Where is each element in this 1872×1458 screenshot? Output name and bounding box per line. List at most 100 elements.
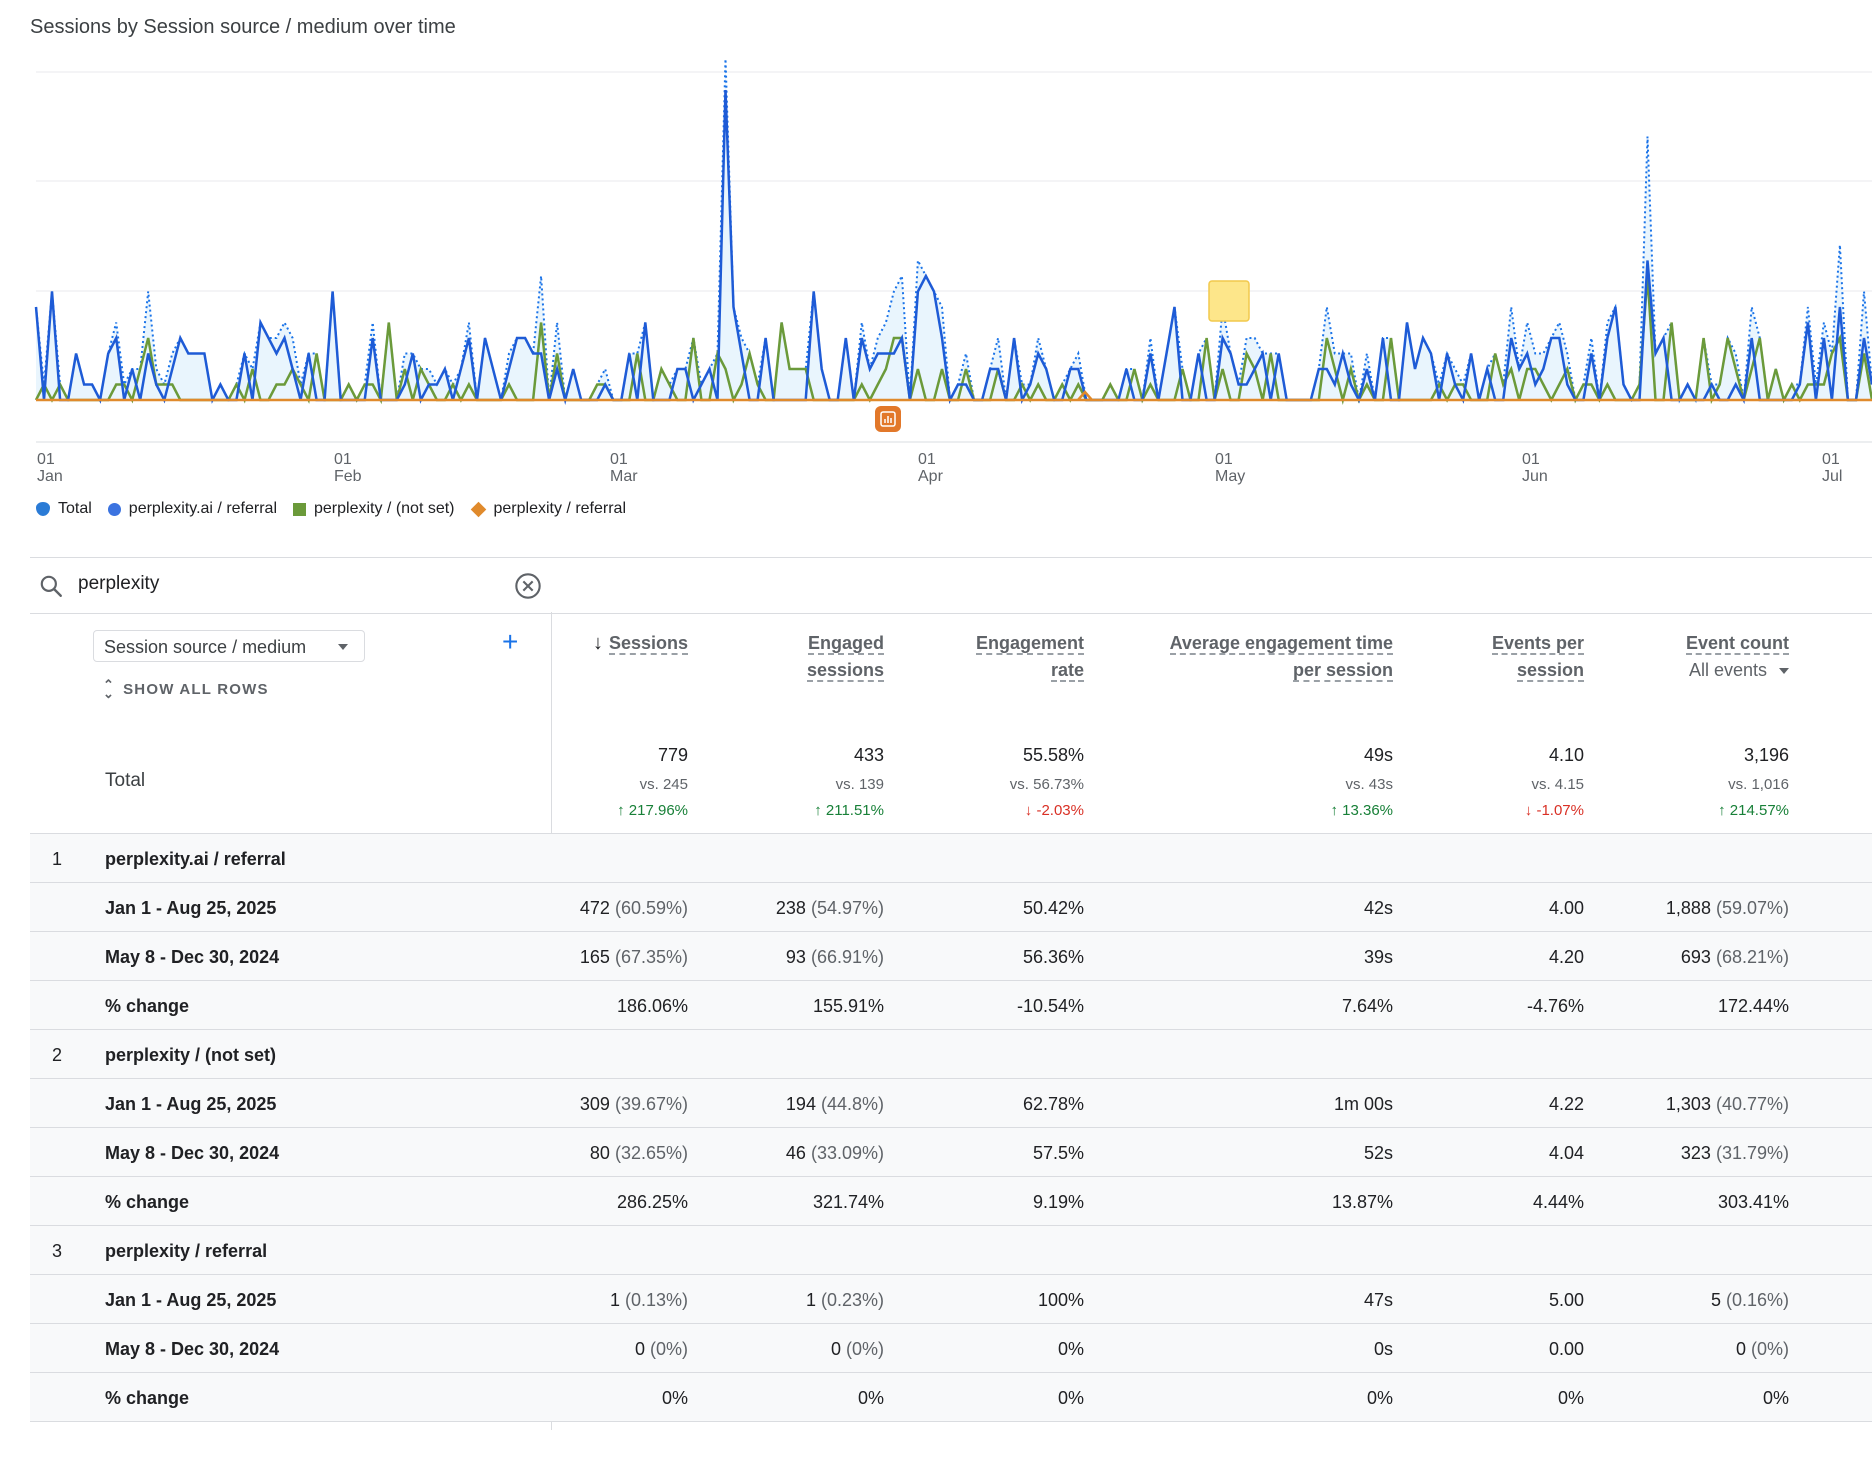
add-dimension-button[interactable]: + — [502, 626, 519, 657]
total-row-label: Total — [105, 770, 146, 791]
table-row: Jan 1 - Aug 25, 2025 1 (0.13%) 1 (0.23%) 10… — [30, 1274, 1872, 1323]
sort-descending-icon: ↓ — [592, 632, 603, 654]
metric-cell: 1 (0.23%) — [805, 1290, 884, 1310]
total-area — [36, 59, 1872, 400]
metric-cell: 62.78% — [1022, 1094, 1084, 1114]
legend-label: perplexity / (not set) — [314, 500, 455, 517]
metric-cell: 286.25% — [616, 1192, 688, 1212]
dimension-select-label: Session source / medium — [104, 637, 307, 657]
table-row: May 8 - Dec 30, 2024 80 (32.65%) 46 (33.09… — [30, 1127, 1872, 1176]
metric-cell: 52s — [1363, 1143, 1393, 1163]
metric-percent: (40.77%) — [1710, 1094, 1789, 1114]
total-value: 4.10 — [1548, 745, 1584, 765]
column-header[interactable]: ↓ Sessions — [593, 630, 688, 657]
column-header[interactable]: Engagement rate — [975, 630, 1084, 684]
table-body: 1 perplexity.ai / referral Jan 1 - Aug 25,… — [30, 833, 1872, 1422]
metric-cell: 0% — [661, 1388, 688, 1408]
table-group-row[interactable]: 1 perplexity.ai / referral — [30, 833, 1872, 882]
metric-cell: 186.06% — [616, 996, 688, 1016]
column-header[interactable]: Events per session — [1491, 630, 1584, 684]
legend-item[interactable]: Total — [36, 500, 92, 518]
total-legend-icon — [36, 502, 50, 516]
x-tick-day: 01 — [1522, 451, 1540, 468]
legend-item[interactable]: perplexity.ai / referral — [107, 500, 277, 518]
metric-cell: 0 (0%) — [830, 1339, 884, 1359]
metric-percent: (54.97%) — [805, 898, 884, 918]
row-period-label: Jan 1 - Aug 25, 2025 — [105, 1094, 277, 1114]
metric-cell: 323 (31.79%) — [1680, 1143, 1789, 1163]
x-tick-month: Jan — [37, 468, 63, 485]
chart-annotation-marker[interactable] — [1208, 280, 1250, 322]
clear-search-icon[interactable] — [514, 572, 542, 600]
table-group-row[interactable]: 2 perplexity / (not set) — [30, 1029, 1872, 1078]
legend-item[interactable]: perplexity / referral — [470, 500, 627, 518]
total-change: ↓ -1.07% — [1524, 802, 1584, 819]
row-index: 3 — [52, 1241, 63, 1261]
legend-label: perplexity / referral — [493, 500, 627, 517]
metric-cell: 42s — [1363, 898, 1393, 918]
metric-percent: (31.79%) — [1710, 1143, 1789, 1163]
column-header[interactable]: Event count All events — [1685, 630, 1789, 684]
column-header-label: Engagement — [975, 633, 1084, 655]
total-comparison: vs. 245 — [639, 776, 688, 793]
metric-percent: (32.65%) — [609, 1143, 688, 1163]
chevron-down-icon — [1779, 668, 1789, 675]
legend-item[interactable]: perplexity / (not set) — [293, 500, 455, 518]
metric-cell: 5 (0.16%) — [1710, 1290, 1789, 1310]
metric-cell: 0% — [1057, 1388, 1084, 1408]
metric-cell: 1,888 (59.07%) — [1665, 898, 1789, 918]
table-group-row[interactable]: 3 perplexity / referral — [30, 1225, 1872, 1274]
x-tick-month: Mar — [610, 468, 638, 485]
metric-cell: 46 (33.09%) — [785, 1143, 884, 1163]
metric-cell: 472 (60.59%) — [579, 898, 688, 918]
x-tick-month: Jul — [1822, 468, 1842, 485]
metric-cell: 321.74% — [812, 1192, 884, 1212]
row-period-label: % change — [105, 1388, 190, 1408]
row-period-label: % change — [105, 996, 190, 1016]
metric-percent: (0%) — [1745, 1339, 1789, 1359]
search-icon[interactable] — [38, 573, 64, 599]
metric-cell: 194 (44.8%) — [785, 1094, 884, 1114]
metric-cell: 4.44% — [1532, 1192, 1584, 1212]
column-header-label: Engaged — [807, 633, 884, 655]
column-header-label: sessions — [806, 660, 884, 682]
column-header[interactable]: Engaged sessions — [806, 630, 884, 684]
table-row: % change 0% 0% 0% 0% 0% 0% — [30, 1372, 1872, 1421]
metric-cell: -10.54% — [1016, 996, 1084, 1016]
row-period-label: May 8 - Dec 30, 2024 — [105, 947, 280, 967]
total-change: ↑ 214.57% — [1718, 802, 1789, 819]
dot-legend-icon — [107, 502, 121, 516]
x-tick-day: 01 — [918, 451, 936, 468]
column-header[interactable]: Average engagement time per session — [1169, 630, 1393, 684]
metric-cell: 0.00 — [1548, 1339, 1584, 1359]
insight-marker-icon[interactable] — [875, 406, 901, 432]
column-header-label: Events per — [1491, 633, 1584, 655]
table-header: Session source / medium + ⌃ ⌄ SHOW ALL RO… — [30, 612, 1872, 833]
metric-cell: 303.41% — [1717, 1192, 1789, 1212]
x-tick-month: Apr — [918, 468, 944, 485]
total-value: 779 — [657, 745, 688, 765]
row-period-label: May 8 - Dec 30, 2024 — [105, 1143, 280, 1163]
column-header-label: Sessions — [608, 633, 688, 655]
column-header-label: session — [1516, 660, 1584, 682]
show-all-rows-button[interactable]: ⌃ ⌄ SHOW ALL ROWS — [103, 678, 269, 700]
metric-percent: (0%) — [840, 1339, 884, 1359]
x-tick-day: 01 — [334, 451, 352, 468]
event-filter-select[interactable]: All events — [1686, 657, 1789, 684]
metric-cell: 7.64% — [1341, 996, 1393, 1016]
legend-label: Total — [58, 500, 92, 517]
series-total-line[interactable] — [35, 58, 1872, 404]
x-tick-day: 01 — [1822, 451, 1840, 468]
search-input[interactable]: perplexity — [78, 573, 160, 594]
dimension-select[interactable]: Session source / medium — [93, 630, 365, 662]
show-all-rows-label: SHOW ALL ROWS — [123, 680, 269, 698]
column-header-label: Average engagement time — [1169, 633, 1393, 655]
metric-cell: 100% — [1037, 1290, 1084, 1310]
table-row: May 8 - Dec 30, 2024 165 (67.35%) 93 (66.9… — [30, 931, 1872, 980]
table-row: May 8 - Dec 30, 2024 0 (0%) 0 (0%) 0% 0s 0.00… — [30, 1323, 1872, 1372]
metric-cell: 0% — [1762, 1388, 1789, 1408]
chart-title: Sessions by Session source / medium over… — [30, 16, 456, 38]
row-index: 1 — [52, 849, 63, 869]
